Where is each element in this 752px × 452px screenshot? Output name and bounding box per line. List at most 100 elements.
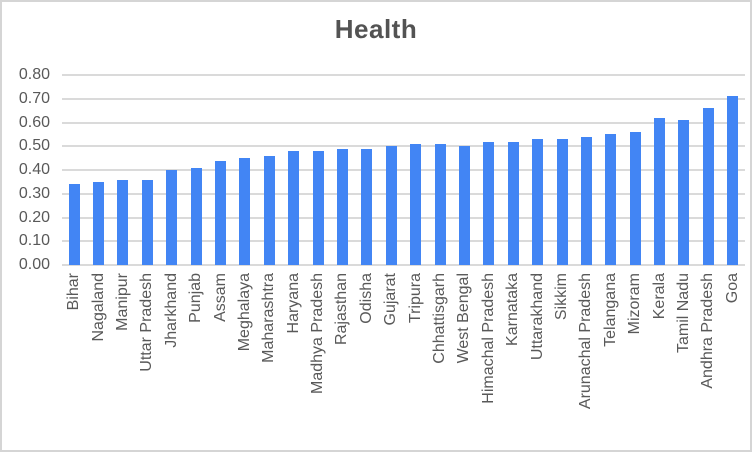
bar-col	[599, 75, 623, 265]
bar-col	[282, 75, 306, 265]
gridline	[62, 145, 745, 148]
bar-col	[330, 75, 354, 265]
chart-title: Health	[334, 14, 418, 44]
bar	[727, 96, 739, 265]
x-tick-label: Manipur	[113, 273, 131, 331]
x-cell: West Bengal	[452, 273, 476, 445]
x-cell: Nagaland	[86, 273, 110, 445]
bar	[263, 155, 275, 265]
x-tick-label: West Bengal	[455, 273, 473, 364]
y-tick-label: 0.00	[18, 256, 50, 273]
x-tick-label: Sikkim	[553, 273, 570, 321]
gridline	[62, 74, 745, 76]
x-tick-label: Chhattisgarh	[431, 273, 449, 364]
bar	[483, 141, 495, 265]
bar	[166, 170, 178, 265]
bar	[68, 184, 80, 265]
bar-col	[233, 75, 257, 265]
x-tick-label: Karnataka	[504, 273, 522, 346]
bar	[434, 143, 446, 265]
bar-col	[525, 75, 549, 265]
x-cell: Andhra Pradesh	[696, 273, 720, 445]
x-cell: Uttar Pradesh	[135, 273, 159, 445]
bar	[556, 139, 568, 265]
x-cell: Punjab	[184, 273, 208, 445]
x-cell: Goa	[721, 273, 745, 445]
x-tick-label: Mizoram	[626, 273, 644, 335]
x-cell: Tamil Nadu	[672, 273, 696, 445]
y-tick-label: 0.80	[18, 66, 50, 83]
bar-col	[428, 75, 452, 265]
bar-col	[135, 75, 159, 265]
bar-col	[184, 75, 208, 265]
x-tick-label: Kerala	[650, 273, 668, 320]
bar-col	[452, 75, 476, 265]
x-tick-label: Andhra Pradesh	[699, 273, 717, 389]
y-tick-label: 0.70	[18, 89, 50, 107]
x-cell: Assam	[208, 273, 232, 445]
bar	[605, 134, 617, 265]
x-tick-label: Gujarat	[382, 273, 400, 326]
bars-row	[62, 75, 745, 265]
x-cell: Arunachal Pradesh	[574, 273, 598, 445]
x-tick-label: Telangana	[601, 273, 619, 347]
x-tick-label: Assam	[211, 273, 229, 322]
y-tick-label: 0.50	[18, 137, 50, 155]
bar	[141, 179, 153, 265]
bar-col	[111, 75, 135, 265]
bar	[117, 179, 129, 265]
x-cell: Karnataka	[501, 273, 525, 445]
bar-col	[355, 75, 379, 265]
bar	[361, 148, 373, 265]
bar	[215, 160, 227, 265]
y-axis: 0.00 0.10 0.20 0.30 0.40 0.50 0.60 0.70 0.80	[2, 67, 56, 273]
bar-col	[208, 75, 232, 265]
x-cell: Kerala	[647, 273, 671, 445]
x-cell: Rajasthan	[330, 273, 354, 445]
x-cell: Uttarakhand	[525, 273, 549, 445]
x-cell: Haryana	[282, 273, 306, 445]
x-cell: Sikkim	[550, 273, 574, 445]
x-tick-label: Uttar Pradesh	[138, 273, 156, 372]
x-tick-label: Jharkhand	[162, 273, 180, 348]
bar-col	[477, 75, 501, 265]
bar-col	[160, 75, 184, 265]
x-cell: Telangana	[599, 273, 623, 445]
x-cell: Chhattisgarh	[428, 273, 452, 445]
gridline	[62, 97, 745, 100]
bar	[288, 151, 300, 265]
bar	[580, 136, 592, 265]
bar-col	[721, 75, 745, 265]
bar-col	[550, 75, 574, 265]
bar	[312, 151, 324, 265]
bar	[678, 120, 690, 265]
bar	[93, 181, 105, 265]
x-tick-label: Goa	[723, 273, 741, 304]
bar	[410, 143, 422, 265]
x-tick-label: Odisha	[357, 273, 375, 324]
y-tick-label: 0.20	[18, 208, 50, 226]
bar	[702, 108, 714, 265]
bar-col	[257, 75, 281, 265]
gridline	[62, 264, 745, 266]
y-tick-label: 0.60	[18, 113, 50, 131]
gridline	[62, 121, 745, 124]
x-tick-label: Himachal Pradesh	[479, 273, 497, 404]
bar-col	[623, 75, 647, 265]
bar-col	[62, 75, 86, 265]
bar	[239, 158, 251, 265]
plot-area	[62, 74, 745, 266]
x-tick-label: Tripura	[406, 273, 424, 324]
x-cell: Meghalaya	[233, 273, 257, 445]
bar	[507, 141, 519, 265]
x-cell: Jharkhand	[160, 273, 184, 445]
bar-col	[86, 75, 110, 265]
bar-col	[379, 75, 403, 265]
x-cell: Gujarat	[379, 273, 403, 445]
x-tick-label: Uttarakhand	[528, 273, 546, 361]
gridline	[62, 169, 745, 171]
x-tick-label: Rajasthan	[333, 273, 351, 346]
x-tick-label: Bihar	[65, 273, 83, 311]
bar-col	[574, 75, 598, 265]
